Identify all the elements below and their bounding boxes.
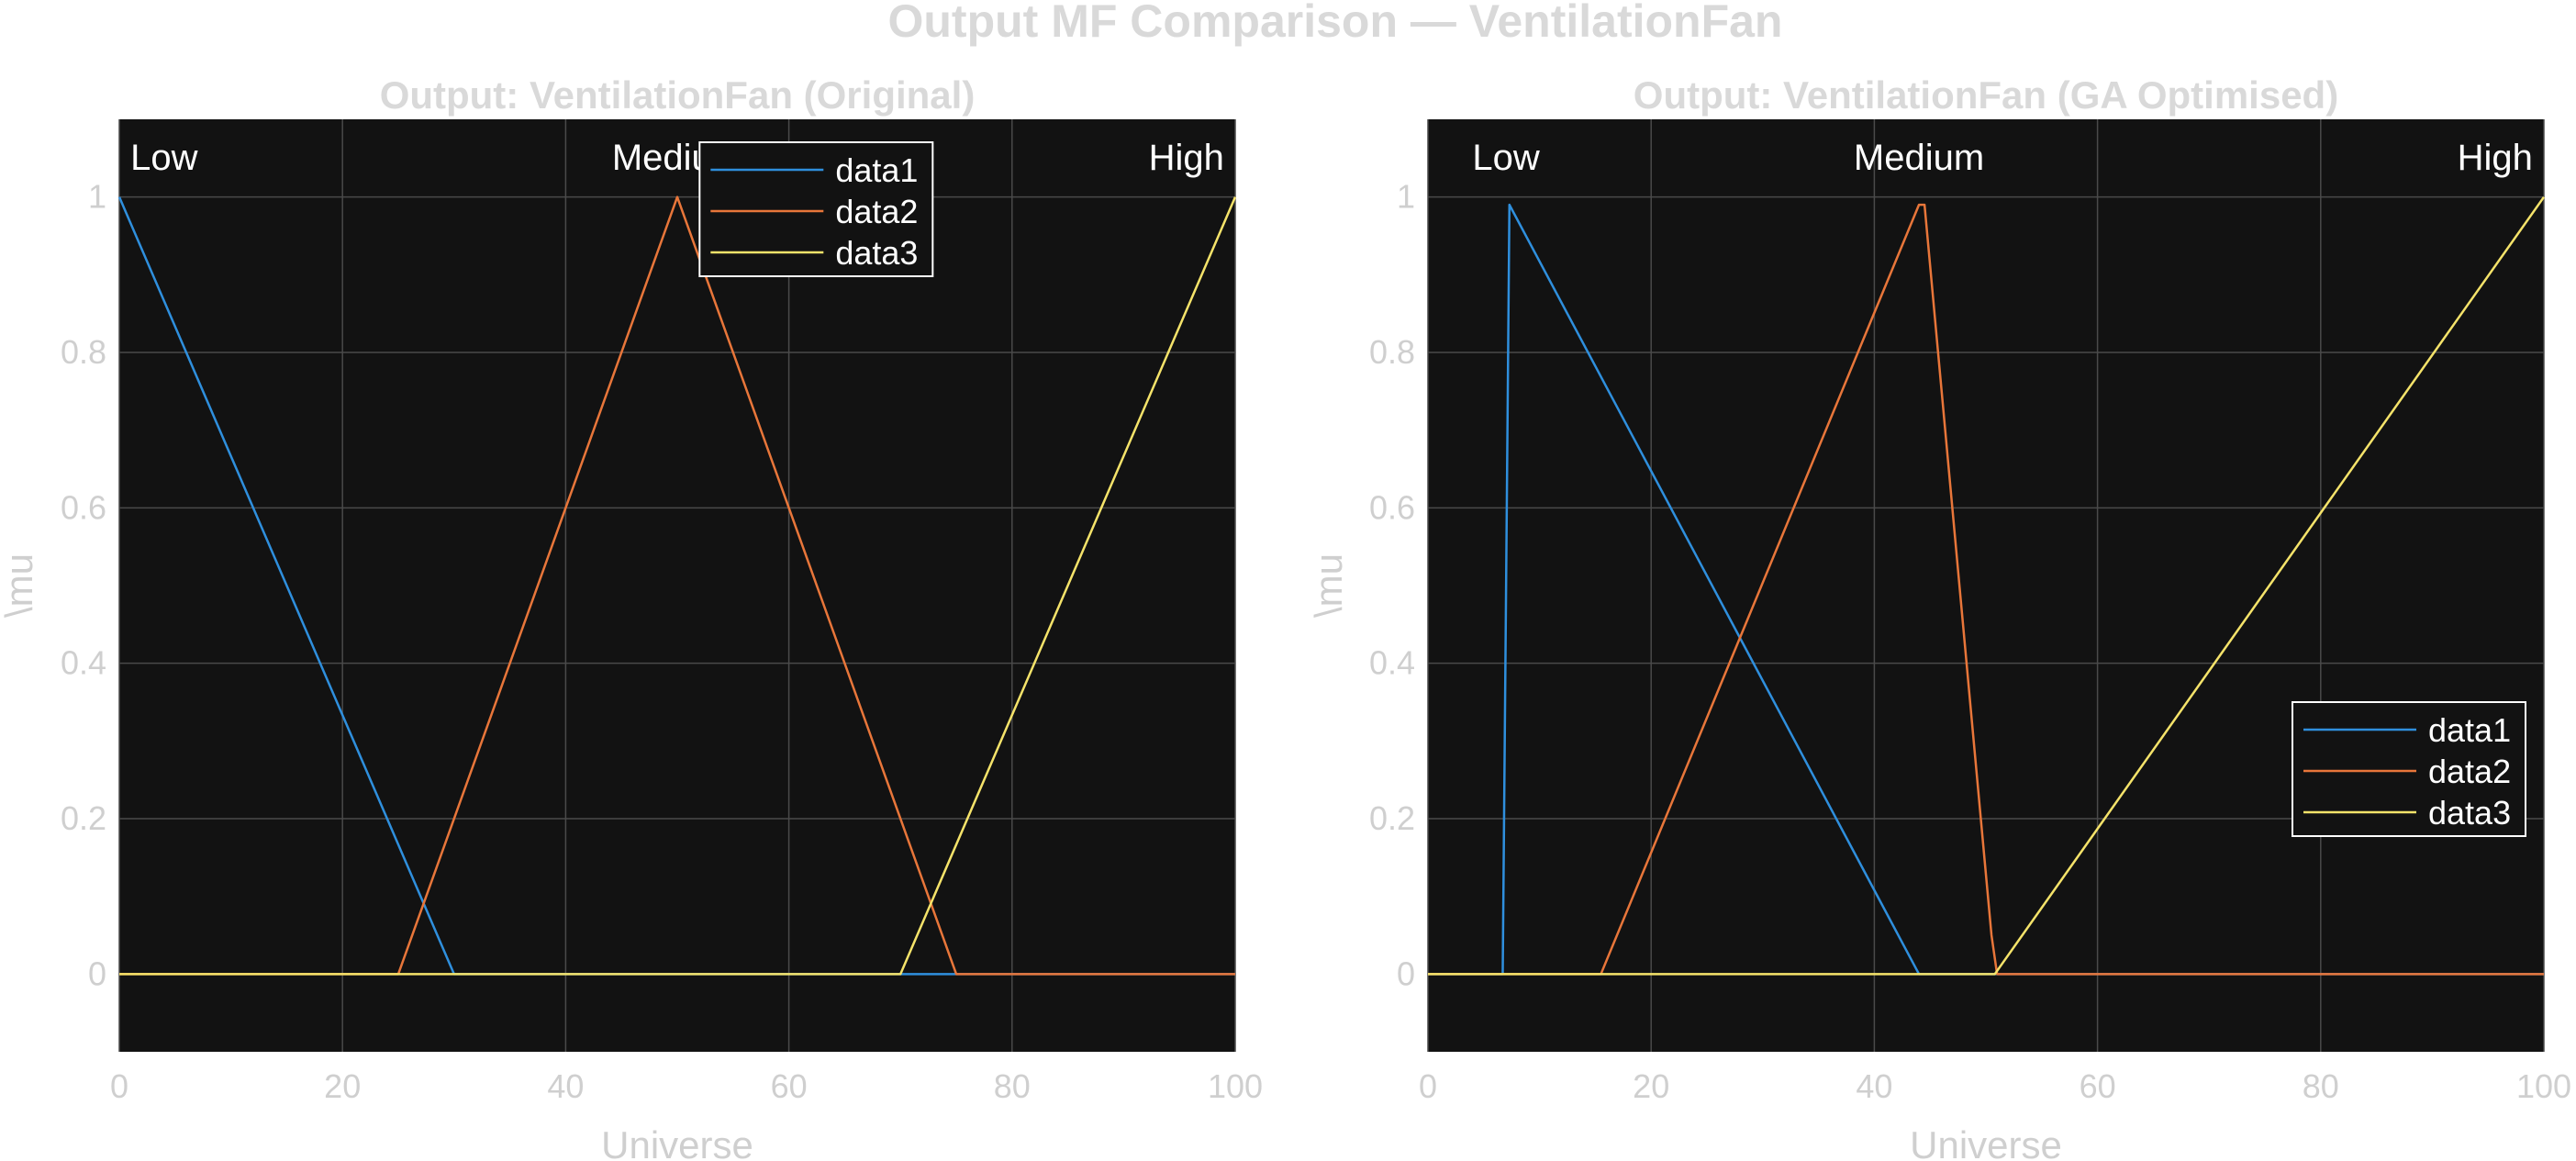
axes-ga-optimised: Output: VentilationFan (GA Optimised) Lo… [1307,73,2571,1161]
x-tick-label: 80 [2303,1067,2339,1105]
x-tick-label: 0 [110,1067,128,1105]
axes-title: Output: VentilationFan (GA Optimised) [1634,73,2338,117]
x-axis-label: Universe [1910,1123,2062,1161]
y-tick-label: 0.8 [61,333,106,371]
series-layer [117,195,1237,976]
legend: data1 data2 data3 [2292,701,2526,837]
legend-entry: data3 [835,234,918,272]
y-tick-label: 1 [1397,178,1415,216]
y-tick-label: 1 [88,178,106,216]
mf-label: Low [130,138,197,178]
mf-label: High [1149,138,1224,178]
y-axis-label: \mu [0,553,40,618]
y-tick-label: 0.6 [1369,488,1415,526]
legend-entry: data1 [2428,711,2511,749]
x-ticks: 0 20 40 60 80 100 [1419,1067,2571,1105]
x-tick-label: 100 [2516,1067,2571,1105]
x-tick-label: 40 [547,1067,584,1105]
x-tick-label: 60 [2080,1067,2116,1105]
legend: data1 data2 data3 [698,141,934,277]
figure-title: Output MF Comparison — VentilationFan [888,0,1783,47]
grid [118,119,1236,1052]
series-line-data3 [1428,195,2546,976]
axes-original: Output: VentilationFan (Original) Low Med… [0,73,1263,1161]
y-tick-label: 0.6 [61,488,106,526]
plot-area [1428,119,2544,1052]
x-tick-label: 100 [1208,1067,1263,1105]
y-tick-label: 0.2 [1369,799,1415,837]
y-tick-label: 0.2 [61,799,106,837]
y-tick-label: 0 [1397,954,1415,992]
legend-box [698,141,934,277]
legend-entry: data2 [835,193,918,230]
series-line-data3 [119,196,1237,976]
y-tick-label: 0.4 [61,644,106,682]
x-tick-label: 60 [771,1067,808,1105]
x-tick-label: 80 [994,1067,1031,1105]
mf-label: Low [1472,138,1539,178]
legend-box [2292,701,2526,837]
mf-label: High [2458,138,2533,178]
x-axis-label: Universe [601,1123,753,1161]
plot-area [119,119,1235,1052]
x-tick-label: 40 [1856,1067,1892,1105]
legend-entry: data3 [2428,794,2511,832]
mf-label: Medium [1854,138,1984,178]
x-tick-label: 20 [1633,1067,1669,1105]
x-ticks: 0 20 40 60 80 100 [110,1067,1263,1105]
y-tick-label: 0 [88,954,106,992]
legend-entry: data1 [835,151,918,189]
y-tick-label: 0.8 [1369,333,1415,371]
x-tick-label: 0 [1419,1067,1437,1105]
y-tick-label: 0.4 [1369,644,1415,682]
axes-title: Output: VentilationFan (Original) [380,73,976,117]
y-ticks: 0 0.2 0.4 0.6 0.8 1 [61,178,106,993]
x-tick-label: 20 [324,1067,361,1105]
mf-labels: Low Medium High [1472,138,2532,178]
y-axis-label: \mu [1307,553,1350,618]
y-ticks: 0 0.2 0.4 0.6 0.8 1 [1369,178,1415,993]
series-layer [1428,195,2546,976]
legend-entry: data2 [2428,753,2511,790]
